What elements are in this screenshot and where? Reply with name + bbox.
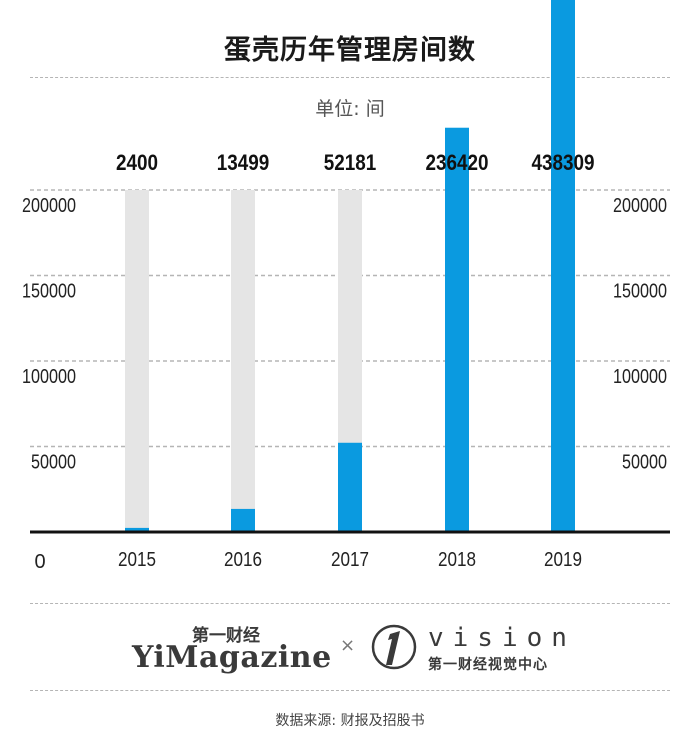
- separator-x: ×: [340, 635, 356, 656]
- y-tick-label-left: 100000: [22, 366, 76, 388]
- bar: [445, 127, 469, 532]
- x-tick-label: 2018: [438, 549, 476, 571]
- bar-chart: 50000 50000 100000 100000 150000 150000 200000…: [22, 0, 670, 573]
- vision-cn-text: 第一财经视觉中心: [428, 657, 548, 673]
- y-tick-label-right: 100000: [613, 366, 667, 388]
- y-tick-label-left: 50000: [31, 452, 76, 474]
- data-label: 13499: [217, 150, 270, 175]
- chart-title: 蛋壳历年管理房间数: [224, 35, 476, 66]
- vision-logo-text: vision: [428, 623, 576, 653]
- title-divider: [30, 77, 670, 78]
- x-tick-label: 2019: [544, 549, 582, 571]
- bar: [338, 442, 362, 532]
- x-tick-label: 2016: [224, 549, 262, 571]
- data-label: 52181: [324, 150, 377, 175]
- bar-track: [125, 190, 149, 532]
- data-source: 数据来源: 财报及招股书: [275, 713, 425, 729]
- bar: [551, 0, 575, 532]
- data-label: 2400: [116, 150, 158, 175]
- vision-circle-icon: [371, 624, 417, 670]
- x-tick-label: 2015: [118, 549, 156, 571]
- bar: [125, 527, 149, 532]
- data-label: 236420: [426, 150, 489, 175]
- footer-divider-top: [30, 603, 670, 604]
- y-tick-label-left: 200000: [22, 195, 76, 217]
- yimagazine-cn-logo: 第一财经: [192, 626, 260, 646]
- y-tick-label-right: 150000: [613, 281, 667, 303]
- y-tick-label-zero: 0: [34, 551, 45, 573]
- brand-logos: 第一财经 YiMagazine × vision 第一财经视觉中心: [0, 615, 700, 675]
- footer-divider-bottom: [30, 690, 670, 691]
- unit-label: 单位: 间: [315, 98, 385, 120]
- yimagazine-logo: YiMagazine: [132, 640, 332, 675]
- y-tick-label-right: 200000: [613, 195, 667, 217]
- data-label: 438309: [532, 150, 595, 175]
- y-tick-label-left: 150000: [22, 281, 76, 303]
- y-tick-label-right: 50000: [622, 452, 667, 474]
- x-tick-label: 2017: [331, 549, 369, 571]
- bar-track: [231, 190, 255, 532]
- bar: [231, 508, 255, 532]
